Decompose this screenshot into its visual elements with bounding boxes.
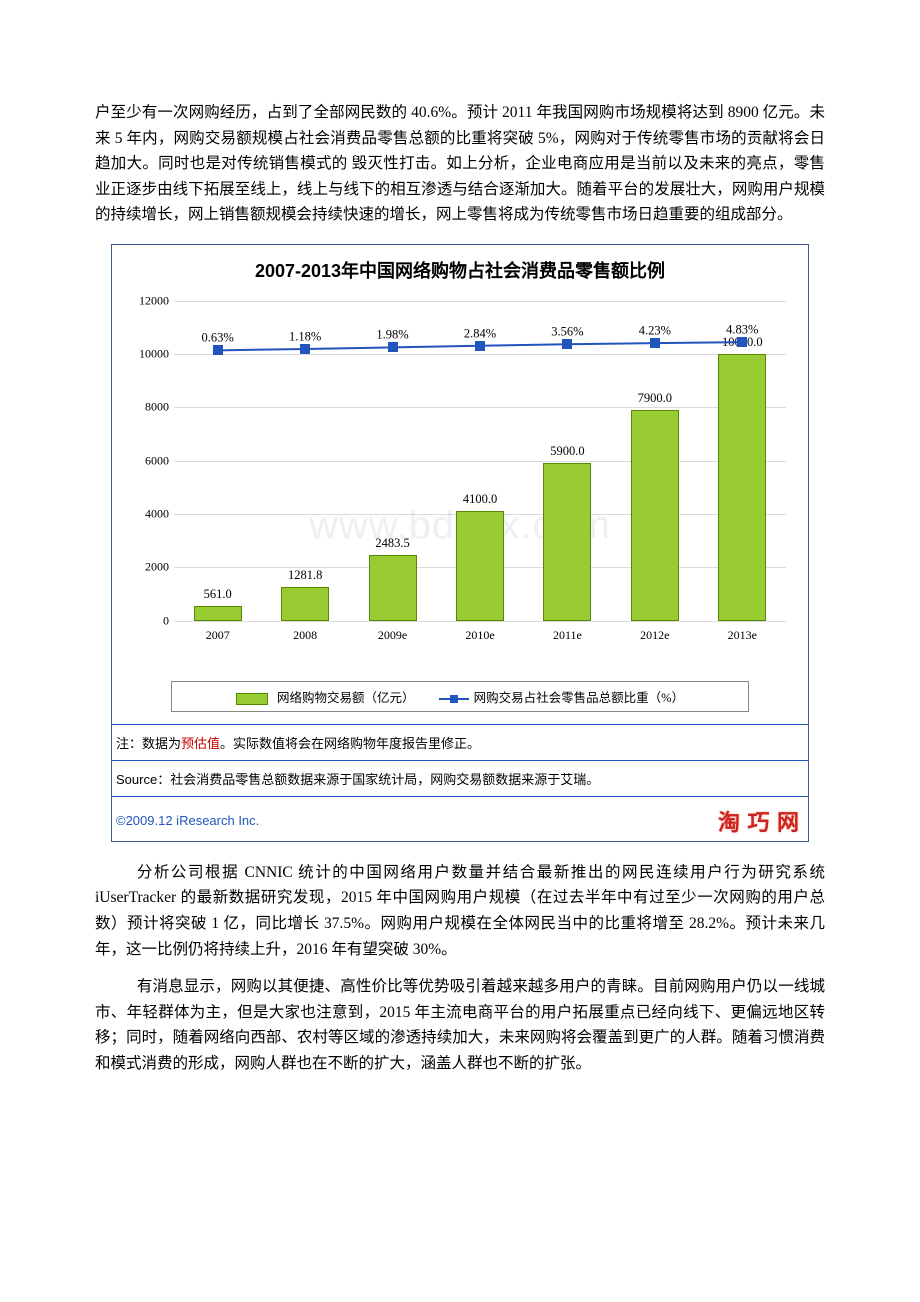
bar-value-label: 5900.0 [550, 444, 584, 459]
line-point-label: 4.83% [726, 322, 758, 337]
gridline [174, 461, 786, 462]
chart-container: 2007-2013年中国网络购物占社会消费品零售额比例 www.bdocx.co… [111, 244, 809, 842]
y-axis-tick: 2000 [124, 560, 169, 575]
y-axis-tick: 4000 [124, 507, 169, 522]
chart-bar [543, 463, 591, 620]
chart-note-red: 预估值 [181, 736, 220, 751]
legend-label-line: 网购交易占社会零售品总额比重（%） [474, 691, 684, 705]
chart-note: 注：数据为预估值。实际数值将会在网络购物年度报告里修正。 [112, 724, 808, 760]
chart-bar [631, 410, 679, 621]
line-point [737, 337, 747, 347]
legend-item-line: 网购交易占社会零售品总额比重（%） [439, 687, 685, 706]
chart-source: Source：社会消费品零售总额数据来源于国家统计局，网购交易额数据来源于艾瑞。 [112, 760, 808, 796]
bar-value-label: 1281.8 [288, 568, 322, 583]
line-point-label: 4.23% [639, 323, 671, 338]
line-point [213, 345, 223, 355]
line-point [475, 341, 485, 351]
line-point [650, 338, 660, 348]
x-axis-tick: 2010e [465, 628, 494, 643]
legend-label-bars: 网络购物交易额（亿元） [277, 691, 415, 705]
chart-bar [194, 606, 242, 621]
line-point [388, 342, 398, 352]
body-paragraph-2: 分析公司根据 CNNIC 统计的中国网络用户数量并结合最新推出的网民连续用户行为… [95, 860, 825, 962]
chart-bar [718, 354, 766, 621]
y-axis-tick: 8000 [124, 400, 169, 415]
chart-bar [281, 587, 329, 621]
gridline [174, 407, 786, 408]
y-axis-tick: 6000 [124, 453, 169, 468]
line-point-label: 1.18% [289, 329, 321, 344]
bar-value-label: 2483.5 [375, 536, 409, 551]
x-axis-tick: 2012e [640, 628, 669, 643]
x-axis-tick: 2009e [378, 628, 407, 643]
chart-footer: ©2009.12 iResearch Inc. 淘 巧 网 [112, 796, 808, 841]
gridline [174, 301, 786, 302]
chart-badge: 淘 巧 网 [718, 805, 800, 837]
x-axis-tick: 2011e [553, 628, 582, 643]
y-axis-tick: 0 [124, 613, 169, 628]
bar-value-label: 561.0 [204, 587, 232, 602]
chart-copyright: ©2009.12 iResearch Inc. [116, 813, 259, 828]
bar-value-label: 4100.0 [463, 492, 497, 507]
legend-item-bars: 网络购物交易额（亿元） [236, 687, 415, 706]
chart-plot-area: www.bdocx.com 02000400060008000100001200… [124, 291, 796, 671]
x-axis-tick: 2008 [293, 628, 317, 643]
line-point [300, 344, 310, 354]
line-point-label: 2.84% [464, 326, 496, 341]
legend-swatch-line [439, 698, 469, 700]
gridline [174, 354, 786, 355]
gridline [174, 621, 786, 622]
line-point-label: 0.63% [202, 331, 234, 346]
x-axis-tick: 2013e [728, 628, 757, 643]
body-paragraph-1: 户至少有一次网购经历，占到了全部网民数的 40.6%。预计 2011 年我国网购… [95, 100, 825, 228]
chart-title: 2007-2013年中国网络购物占社会消费品零售额比例 [124, 253, 796, 291]
legend-swatch-bar [236, 693, 268, 705]
y-axis-tick: 10000 [124, 347, 169, 362]
body-paragraph-3: 有消息显示，网购以其便捷、高性价比等优势吸引着越来越多用户的青睐。目前网购用户仍… [95, 974, 825, 1076]
chart-bar [456, 511, 504, 620]
chart-note-suffix: 。实际数值将会在网络购物年度报告里修正。 [220, 736, 480, 751]
line-point-label: 1.98% [376, 328, 408, 343]
y-axis-tick: 12000 [124, 293, 169, 308]
chart-bar [369, 555, 417, 621]
chart-legend: 网络购物交易额（亿元） 网购交易占社会零售品总额比重（%） [171, 681, 749, 712]
x-axis-tick: 2007 [206, 628, 230, 643]
line-point [562, 339, 572, 349]
line-point-label: 3.56% [551, 325, 583, 340]
chart-note-prefix: 注：数据为 [116, 736, 181, 751]
bar-value-label: 7900.0 [638, 391, 672, 406]
